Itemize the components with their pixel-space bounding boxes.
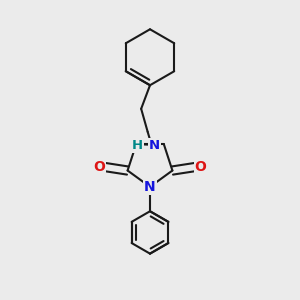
Text: O: O: [93, 160, 105, 174]
Text: N: N: [144, 180, 156, 194]
Text: H: H: [132, 139, 143, 152]
Text: N: N: [149, 139, 160, 152]
Text: O: O: [195, 160, 207, 174]
